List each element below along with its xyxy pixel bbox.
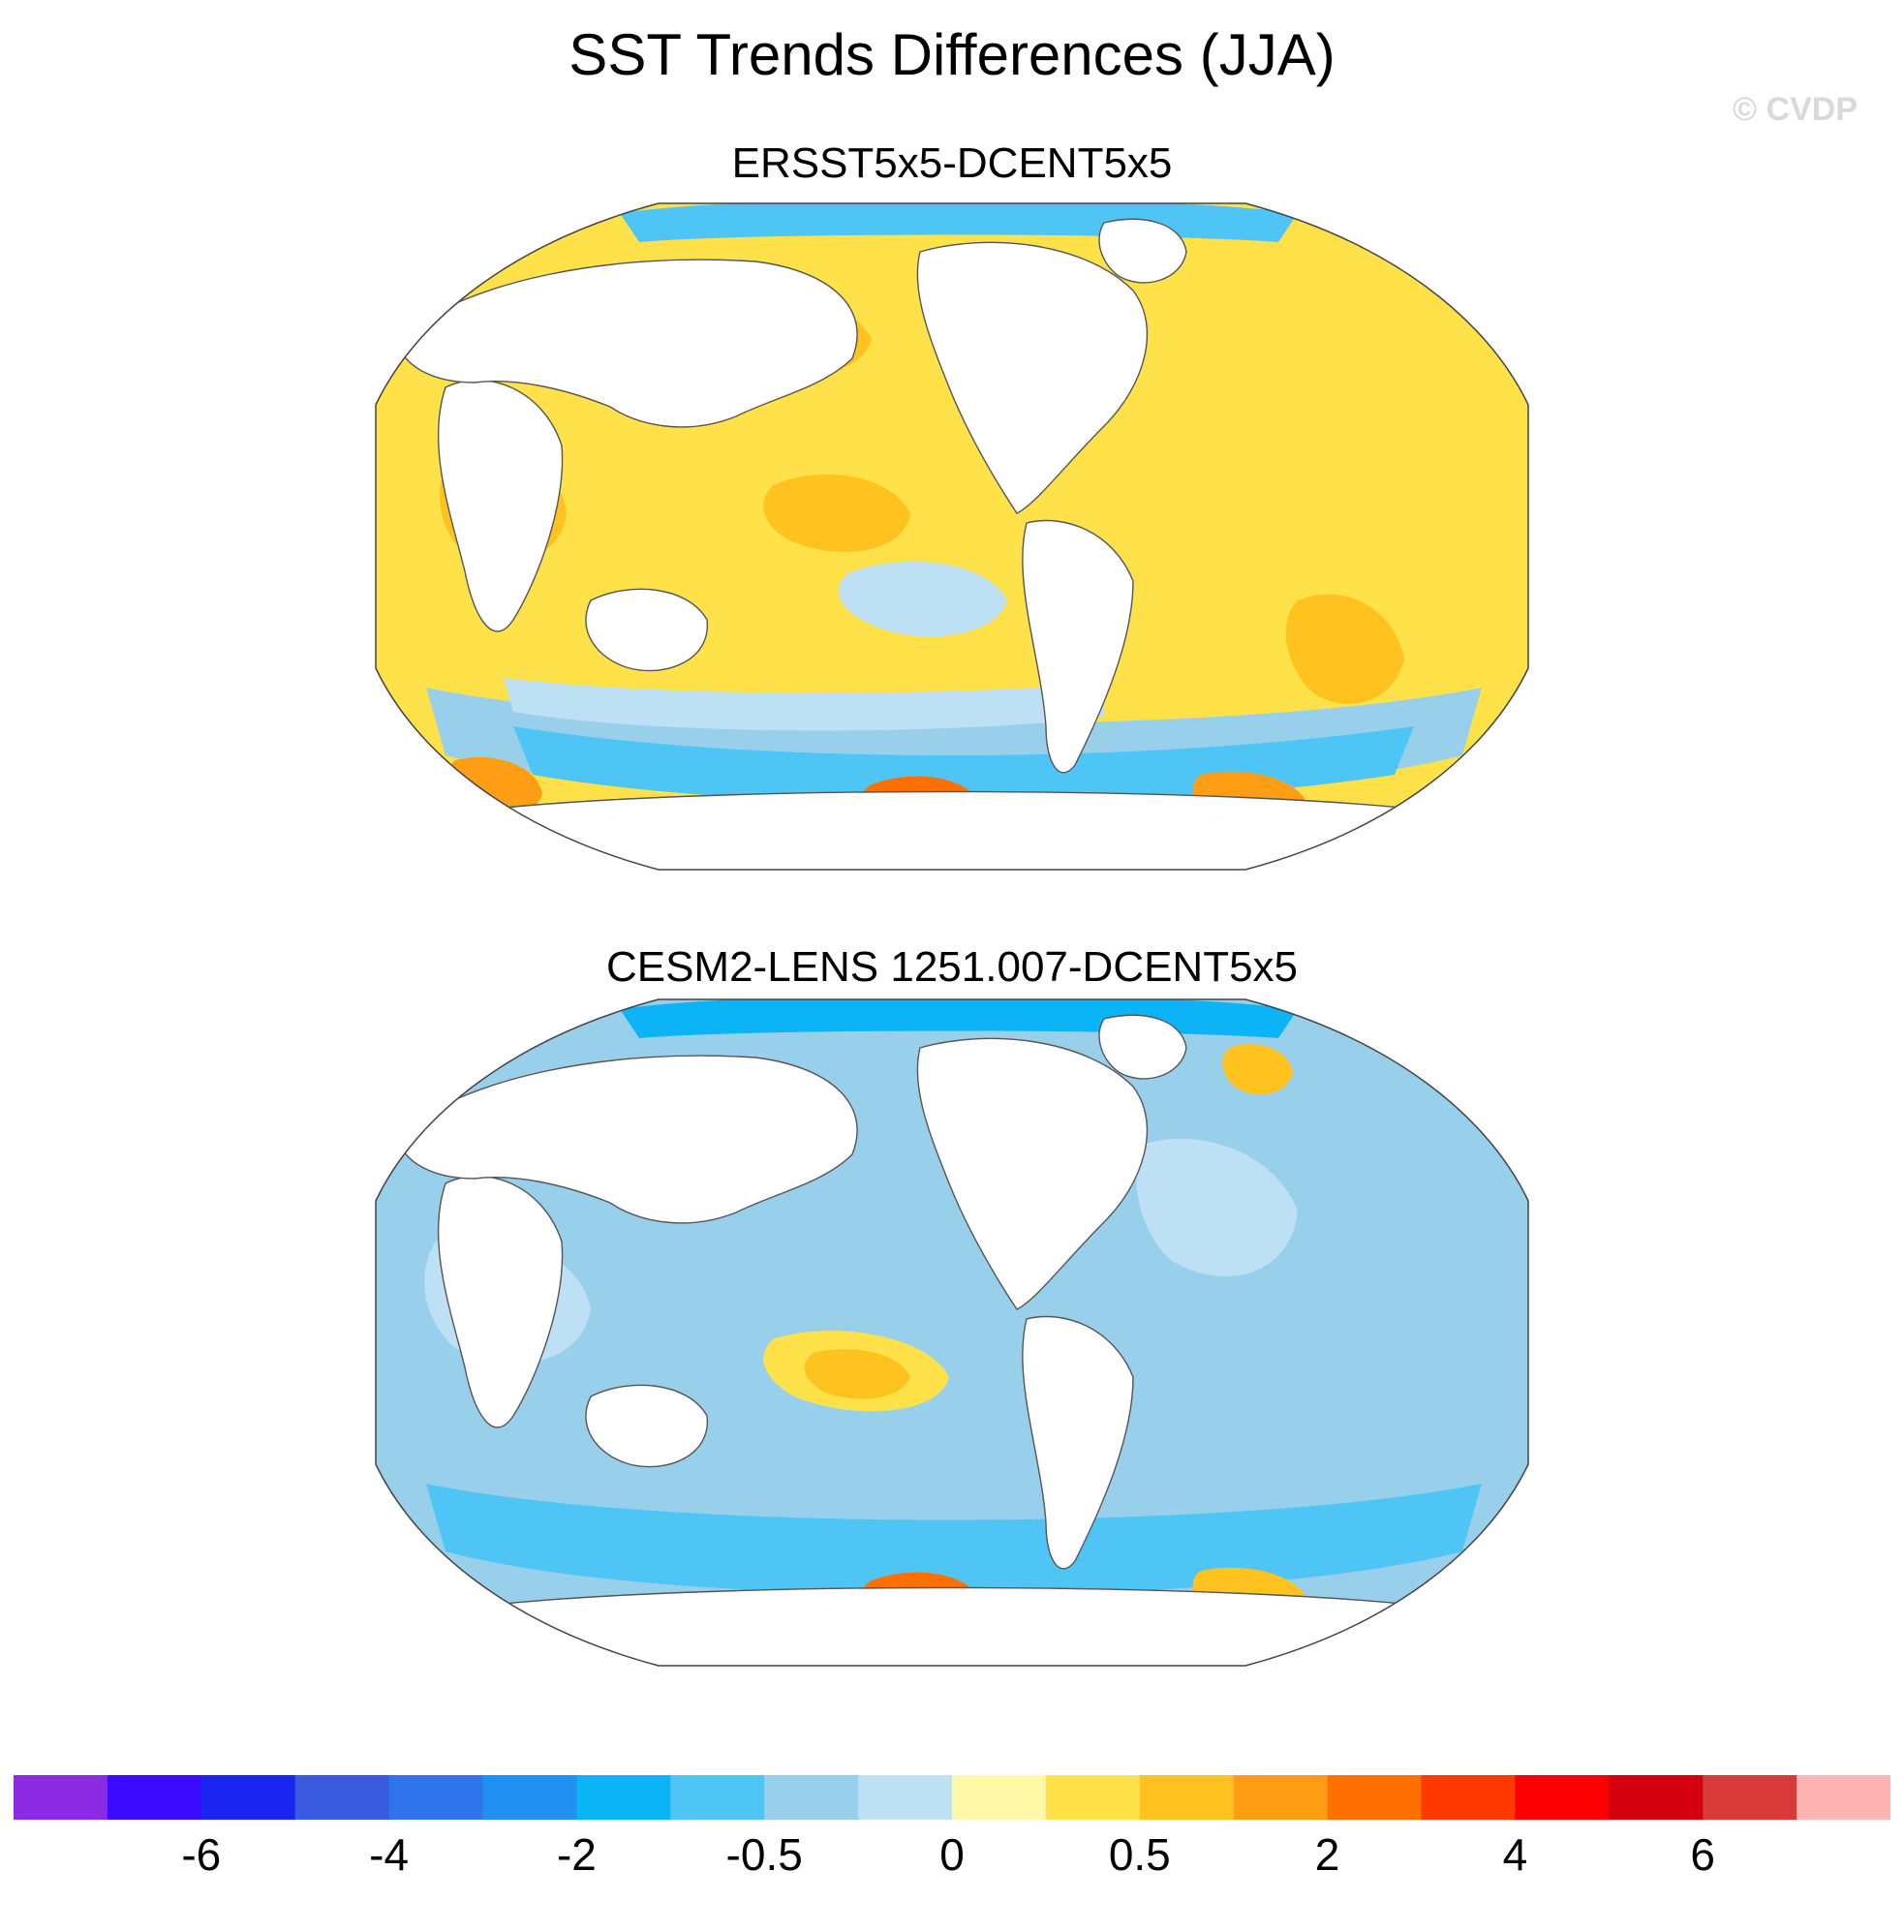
land-mass xyxy=(1022,519,1134,774)
land-mass xyxy=(1098,218,1187,284)
colorbar-tick-label: -6 xyxy=(181,1829,222,1880)
colorbar-swatch xyxy=(200,1775,296,1820)
land-mass xyxy=(1098,1014,1187,1080)
sst-region-cool-equatorial-pacific xyxy=(839,562,1007,637)
sst-region-warm-east-pacific-core xyxy=(804,1349,910,1399)
land-mass xyxy=(916,241,1149,514)
panel-title-cesm2: CESM2-LENS 1251.007-DCENT5x5 xyxy=(605,943,1299,991)
colorbar-tick-label: 4 xyxy=(1502,1829,1528,1880)
colorbar-tick-label: -0.5 xyxy=(725,1829,803,1880)
land-mass xyxy=(1022,1315,1134,1570)
colorbar-swatch xyxy=(1139,1775,1235,1820)
map-projection-outline xyxy=(375,998,1529,1667)
land-mass xyxy=(437,379,564,632)
colorbar-swatch xyxy=(482,1775,577,1820)
colorbar-swatch xyxy=(1797,1775,1890,1820)
colorbar-swatch xyxy=(294,1775,390,1820)
land-mass xyxy=(396,259,858,428)
map-projection-outline xyxy=(375,202,1529,871)
map-panel-ersst xyxy=(375,202,1529,871)
panel-title-ersst: ERSST5x5-DCENT5x5 xyxy=(731,139,1173,187)
sst-region-southern-ocean-band xyxy=(426,1484,1482,1595)
land-mass xyxy=(585,1384,708,1468)
colorbar-tick-label: 0 xyxy=(939,1829,965,1880)
colorbar-swatch xyxy=(1609,1775,1704,1820)
sst-region-warm-central-pacific xyxy=(763,475,910,552)
colorbar-swatch xyxy=(1703,1775,1797,1820)
sst-region-warm-north-atlantic xyxy=(1188,336,1298,445)
sst-region-warm-south-atlantic xyxy=(1285,594,1404,704)
colorbar-tick-label: -4 xyxy=(369,1829,410,1880)
colorbar-swatch xyxy=(670,1775,765,1820)
colorbar-swatch xyxy=(1327,1775,1422,1820)
land-mass xyxy=(916,1037,1149,1310)
colorbar-swatch xyxy=(1233,1775,1329,1820)
colorbar-swatch xyxy=(388,1775,483,1820)
colorbar-swatch xyxy=(952,1775,1047,1820)
colorbar-swatch xyxy=(1515,1775,1610,1820)
main-title: SST Trends Differences (JJA) xyxy=(568,22,1336,87)
land-mass xyxy=(585,588,708,672)
sst-region-southern-ocean-light xyxy=(504,678,1104,731)
land-mass xyxy=(454,1586,1454,1666)
colorbar-tick-label: 2 xyxy=(1314,1829,1340,1880)
colorbar-swatch xyxy=(1421,1775,1516,1820)
colorbar-tick-label: -2 xyxy=(556,1829,597,1880)
sst-region-southern-ocean-inner xyxy=(513,726,1414,804)
colorbar-swatch xyxy=(14,1775,108,1820)
land-mass xyxy=(396,1055,858,1224)
land-mass xyxy=(454,790,1454,870)
colorbar-swatch xyxy=(1045,1775,1141,1820)
sst-region-hotspot-north-atlantic xyxy=(1222,1044,1293,1095)
colorbar-swatch xyxy=(576,1775,671,1820)
land-mass xyxy=(437,1175,564,1428)
sst-region-north-atlantic-light xyxy=(1136,1138,1298,1276)
watermark: © CVDP xyxy=(1733,91,1858,128)
colorbar-tick-label: 6 xyxy=(1690,1829,1715,1880)
colorbar-swatch xyxy=(858,1775,953,1820)
colorbar-swatch xyxy=(764,1775,859,1820)
map-panel-cesm2 xyxy=(375,998,1529,1667)
colorbar-swatch xyxy=(107,1775,202,1820)
colorbar xyxy=(14,1775,1890,1820)
colorbar-tick-label: 0.5 xyxy=(1108,1829,1171,1880)
